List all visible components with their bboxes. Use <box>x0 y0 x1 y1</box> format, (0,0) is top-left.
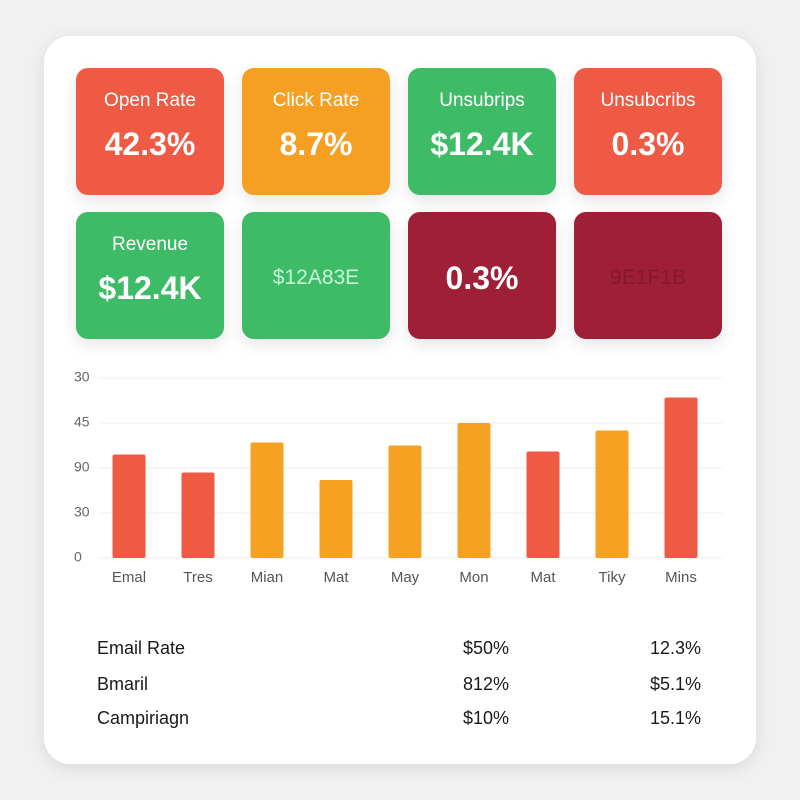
card-value: 42.3% <box>104 126 196 162</box>
card-label: Unsubcribs <box>600 90 696 111</box>
metric-card: Open Rate 42.3% <box>76 68 224 195</box>
y-tick-label: 0 <box>74 549 82 565</box>
metric-card: Click Rate 8.7% <box>242 68 390 195</box>
table-cell: $10% <box>463 708 510 728</box>
x-tick-label: Emal <box>112 569 146 586</box>
metric-card: 9E1F1B <box>574 212 722 339</box>
table-cell: 12.3% <box>649 638 701 658</box>
card-label: Click Rate <box>272 90 360 111</box>
card-value: $12.4K <box>98 270 202 306</box>
card-value: 9E1F1B <box>610 266 686 289</box>
y-tick-label: 90 <box>74 459 90 475</box>
metric-card: Unsubrips $12.4K <box>408 68 556 195</box>
x-tick-label: Mins <box>665 569 697 586</box>
card-value: $12A83E <box>272 266 360 289</box>
bar <box>319 480 353 558</box>
x-tick-label: Mat <box>530 569 556 586</box>
table-cell: Campiriagn <box>97 708 190 728</box>
x-tick-label: Tiky <box>599 569 626 586</box>
card-value: $12.4K <box>430 126 534 162</box>
card-value: 0.3% <box>611 126 685 162</box>
table-cell: 812% <box>463 674 510 694</box>
metric-card: Unsubcribs 0.3% <box>574 68 722 195</box>
table-row: Bmaril 812% $5.1% <box>97 674 701 698</box>
x-tick-label: May <box>391 569 420 586</box>
table-cell: $50% <box>463 638 510 658</box>
metric-card: Revenue $12.4K <box>76 212 224 339</box>
bar <box>388 445 422 558</box>
table-cell: 15.1% <box>649 708 701 728</box>
card-label: Unsubrips <box>439 90 525 111</box>
x-tick-label: Mat <box>323 569 349 586</box>
bar <box>526 451 560 558</box>
bar <box>181 472 215 558</box>
bar <box>250 442 284 558</box>
table-row: Campiriagn $10% 15.1% <box>97 708 701 732</box>
bar <box>664 397 698 558</box>
x-tick-label: Tres <box>183 569 212 586</box>
chart: 0 30 90 45 30 Emal Tres Mian Mat May Mon Mat Tiky Min… <box>74 369 722 586</box>
table-cell: Bmaril <box>97 674 149 694</box>
card-value: 8.7% <box>279 126 353 162</box>
x-tick-label: Mian <box>251 569 284 586</box>
metric-card: $12A83E <box>242 212 390 339</box>
x-tick-label: Mon <box>459 569 488 586</box>
table-row: Email Rate $50% 12.3% <box>97 638 701 662</box>
y-tick-label: 45 <box>74 414 90 430</box>
bar <box>457 423 491 558</box>
y-tick-label: 30 <box>74 504 90 520</box>
table-cell: Email Rate <box>97 638 186 658</box>
card-label: Open Rate <box>104 90 196 111</box>
y-tick-label: 30 <box>74 369 90 385</box>
metric-card: 0.3% <box>408 212 556 339</box>
table-cell: $5.1% <box>649 674 701 694</box>
card-value: 0.3% <box>445 260 519 296</box>
bar <box>595 430 629 558</box>
bar <box>112 454 146 558</box>
card-label: Revenue <box>111 234 189 255</box>
